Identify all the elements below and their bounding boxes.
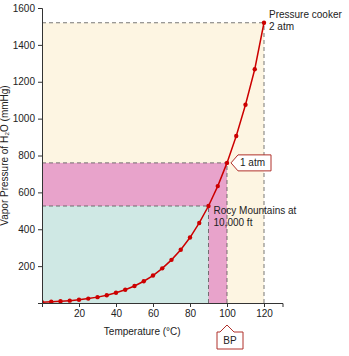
guide-line — [208, 206, 209, 303]
tick-mark — [38, 229, 42, 230]
annotation: Rocy Mountains at — [214, 205, 297, 216]
tick-mark — [264, 303, 265, 307]
x-axis-title: Temperature (°C) — [104, 326, 181, 337]
point — [179, 248, 183, 252]
annotation: 10,000 ft — [214, 217, 253, 228]
tick-label: 800 — [18, 150, 35, 161]
tick: 1200 — [13, 76, 42, 87]
point — [234, 134, 238, 138]
region — [42, 206, 209, 303]
tick-label: 400 — [18, 224, 35, 235]
tick-label: 1200 — [13, 76, 36, 87]
tick-mark — [38, 82, 42, 83]
y-axis-title: Vapor Pressure of H₂O (mmHg) — [0, 85, 10, 225]
tick-mark — [227, 303, 228, 307]
annotations: Pressure cooker2 atm 1 atm Rocy Mountains … — [214, 9, 343, 349]
tick-mark — [190, 303, 191, 307]
tick: 20 — [74, 303, 86, 319]
tick: 400 — [18, 224, 42, 235]
point — [95, 295, 99, 299]
guide-line — [227, 163, 228, 303]
region — [42, 163, 227, 303]
tick: 200 — [18, 261, 42, 272]
tick-mark — [116, 303, 117, 307]
tick-label: 200 — [18, 261, 35, 272]
tick-label: 1400 — [13, 40, 36, 51]
point — [160, 266, 164, 270]
tick: 800 — [18, 150, 42, 161]
tick: 1000 — [13, 113, 42, 124]
tick-mark — [38, 156, 42, 157]
curve — [42, 23, 264, 302]
annotation: BP — [223, 335, 237, 346]
tick: 100 — [219, 303, 236, 319]
tick: 1400 — [13, 40, 42, 51]
tick-mark — [38, 119, 42, 120]
guide-line — [42, 206, 209, 207]
point — [197, 221, 201, 225]
point — [262, 21, 266, 25]
guide-line — [42, 162, 227, 163]
tick-label: 100 — [219, 308, 236, 319]
point — [225, 161, 229, 165]
callout-box — [231, 155, 271, 171]
point — [77, 298, 81, 302]
tick-label: 20 — [74, 308, 86, 319]
tick-mark — [38, 266, 42, 267]
axis-line — [43, 304, 284, 308]
point — [142, 279, 146, 283]
point — [151, 273, 155, 277]
point — [105, 293, 109, 297]
tick-mark — [153, 303, 154, 307]
tick-mark — [38, 45, 42, 46]
point — [114, 291, 118, 295]
tick: 600 — [18, 187, 42, 198]
annotation: Pressure cooker — [269, 9, 342, 20]
guide-line — [42, 22, 264, 23]
tick-label: 1600 — [13, 3, 36, 14]
annotation: 1 atm — [240, 157, 265, 168]
y-axis: 200 400 600 800 1000 1200 1400 1600 — [13, 3, 43, 304]
point — [58, 299, 62, 303]
tick-label: 80 — [185, 308, 197, 319]
tick: 1600 — [13, 3, 42, 14]
tick-mark — [38, 192, 42, 193]
point — [253, 67, 257, 71]
point — [68, 298, 72, 302]
tick: 120 — [256, 303, 273, 319]
point — [123, 288, 127, 292]
x-axis: 20 40 60 80 100 120 — [43, 303, 284, 319]
point — [169, 258, 173, 262]
point — [206, 204, 210, 208]
tick: 80 — [185, 303, 197, 319]
point — [132, 284, 136, 288]
axis-line — [38, 9, 43, 304]
tick-label: 40 — [111, 308, 123, 319]
annotation: 2 atm — [269, 21, 294, 32]
point — [243, 103, 247, 107]
tick-label: 600 — [18, 187, 35, 198]
tick-label: 1000 — [13, 113, 36, 124]
point — [49, 300, 53, 303]
tick-label: 60 — [148, 308, 160, 319]
tick-mark — [38, 8, 42, 9]
point — [86, 296, 90, 300]
tick-mark — [79, 303, 80, 307]
point — [188, 235, 192, 239]
tick: 40 — [111, 303, 123, 319]
callout-box — [217, 325, 243, 349]
point — [216, 184, 220, 188]
tick-label: 120 — [256, 308, 273, 319]
tick: 60 — [148, 303, 160, 319]
